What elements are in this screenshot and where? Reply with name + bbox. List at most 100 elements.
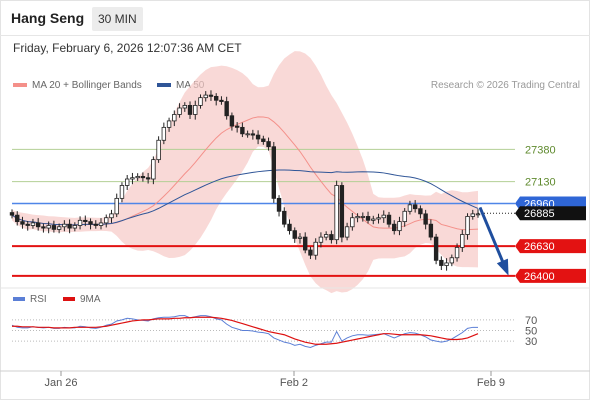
candle-body: [25, 223, 30, 226]
level-label-26630: 26630: [515, 239, 586, 254]
candle-body: [245, 133, 250, 136]
candle-body: [187, 105, 193, 115]
candle-body: [234, 125, 240, 128]
legend-rsi-label: RSI: [30, 294, 47, 305]
svg-text:26885: 26885: [524, 208, 555, 220]
candle-body: [20, 221, 25, 225]
interval-button[interactable]: 30 MIN: [92, 7, 143, 31]
candle-body: [439, 259, 444, 266]
candle-body: [119, 185, 125, 199]
level-label-27130: 27130: [525, 177, 556, 189]
candle-body: [261, 138, 266, 142]
candle-body: [376, 217, 381, 220]
candle-body: [308, 249, 313, 256]
legend-ma50: MA 50: [157, 80, 204, 91]
forecast-arrow-head: [496, 258, 509, 276]
candle-body: [88, 221, 93, 225]
svg-text:26400: 26400: [524, 271, 555, 283]
candle-body: [344, 226, 350, 238]
legend-9ma: 9MA: [63, 294, 101, 305]
candle-body: [124, 178, 130, 186]
candle-body: [203, 94, 208, 99]
candle-body: [355, 216, 360, 219]
candle-body: [470, 213, 475, 217]
bollinger-band: [12, 51, 478, 294]
rsi-level-label-30: 30: [525, 336, 537, 348]
candle-body: [140, 176, 146, 179]
candle-body: [428, 223, 434, 238]
candle-body: [109, 213, 114, 219]
candle-body: [224, 101, 229, 117]
candle-body: [381, 214, 386, 219]
candle-body: [407, 204, 413, 212]
candle-body: [433, 236, 439, 261]
candle-body: [255, 134, 261, 140]
candle-body: [72, 225, 78, 229]
candle-body: [392, 223, 397, 232]
candle-body: [460, 234, 465, 248]
candle-body: [323, 234, 329, 238]
candle-body: [62, 223, 67, 228]
x-tick-label-0: Jan 26: [44, 377, 77, 389]
candle-body: [402, 210, 407, 223]
candle-body: [371, 218, 376, 221]
candle-body: [67, 223, 72, 229]
datetime-stamp: Friday, February 6, 2026 12:07:36 AM CET: [13, 41, 242, 55]
candle-body: [334, 185, 339, 241]
ma50-swatch: [157, 83, 171, 88]
legend-9ma-label: 9MA: [80, 294, 101, 305]
candle-body: [15, 214, 20, 223]
rsi-level-label-70: 70: [525, 315, 537, 327]
candle-body: [350, 217, 355, 228]
level-label-26885: 26885: [515, 206, 586, 221]
x-tick-label-2: Feb 9: [477, 377, 505, 389]
ma20-swatch: [13, 83, 27, 88]
candle-body: [297, 236, 303, 239]
candle-body: [449, 257, 455, 264]
candle-body: [365, 216, 371, 221]
candle-body: [104, 217, 109, 224]
candle-body: [418, 208, 423, 215]
candle-body: [161, 126, 167, 141]
symbol-title: Hang Seng: [11, 10, 85, 26]
candle-body: [135, 176, 140, 179]
candle-body: [318, 236, 324, 243]
candle-body: [386, 214, 392, 225]
candle-body: [114, 197, 119, 215]
candle-body: [412, 204, 418, 210]
candle-body: [156, 139, 161, 161]
candle-body: [454, 247, 460, 259]
rsi-9ma-line: [12, 316, 479, 345]
candle-body: [339, 185, 345, 238]
candle-body: [444, 262, 449, 266]
candle-body: [46, 225, 51, 229]
candle-body: [397, 221, 402, 232]
candle-body: [271, 146, 276, 199]
candle-body: [329, 234, 334, 241]
candle-body: [250, 133, 256, 136]
candle-body: [177, 107, 182, 115]
candle-body: [77, 219, 83, 226]
candle-body: [475, 213, 481, 216]
candle-body: [41, 226, 46, 229]
candle-body: [172, 114, 177, 122]
rsi-line: [11, 315, 478, 348]
candle-body: [130, 177, 135, 180]
rsi-level-label-50: 50: [525, 326, 537, 338]
legend-ma50-label: MA 50: [176, 80, 205, 91]
svg-text:26630: 26630: [524, 241, 555, 253]
candle-body: [35, 222, 41, 228]
legend-ma20-label: MA 20 + Bollinger Bands: [32, 80, 142, 91]
legend-rsi: RSI: [13, 294, 47, 305]
level-label-27380: 27380: [525, 144, 556, 156]
candle-body: [98, 222, 104, 226]
candle-body: [56, 226, 62, 230]
candle-body: [266, 141, 271, 148]
level-label-26400: 26400: [515, 268, 586, 283]
legend-ma20: MA 20 + Bollinger Bands: [13, 80, 142, 91]
candle-body: [303, 236, 308, 251]
candle-body: [208, 94, 214, 97]
x-tick-label-1: Feb 2: [280, 377, 308, 389]
candle-body: [214, 95, 219, 101]
